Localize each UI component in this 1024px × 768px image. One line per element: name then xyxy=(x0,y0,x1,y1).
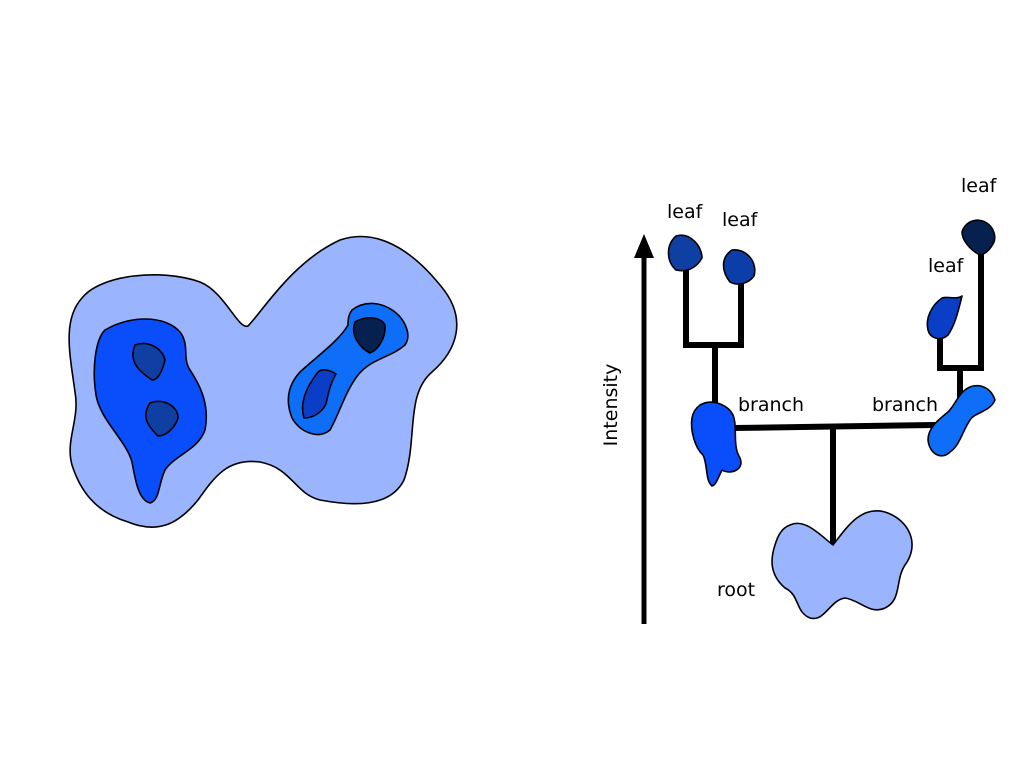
tree-lines xyxy=(683,247,984,548)
branch-bar xyxy=(731,421,936,432)
label-leaf-1: leaf xyxy=(667,201,704,223)
contour-leaf-left-b xyxy=(145,400,179,437)
node-leaf-4 xyxy=(961,219,996,256)
left-leaf-connector xyxy=(683,269,744,348)
label-branch-left: branch xyxy=(738,394,804,416)
label-leaf-3: leaf xyxy=(928,255,965,277)
contour-leaf-left-a xyxy=(132,342,166,381)
node-labels: root branch branch leaf leaf leaf leaf xyxy=(667,175,998,601)
contour-map xyxy=(68,235,458,528)
axis-label: Intensity xyxy=(600,364,622,447)
node-branch-right xyxy=(927,384,996,457)
node-leaf-1 xyxy=(667,234,703,272)
label-leaf-4: leaf xyxy=(961,175,998,197)
contour-leaf-right-top xyxy=(352,317,386,354)
node-leaf-3 xyxy=(926,295,963,340)
node-root xyxy=(771,509,913,620)
contour-leaf-right-small xyxy=(301,369,337,419)
intensity-axis: Intensity xyxy=(600,234,654,624)
label-branch-right: branch xyxy=(872,394,938,416)
right-leaf-connector xyxy=(937,247,984,371)
node-leaf-2 xyxy=(722,249,756,285)
tree-nodes xyxy=(667,219,996,620)
axis-arrowhead xyxy=(634,234,654,258)
label-root: root xyxy=(717,579,755,601)
label-leaf-2: leaf xyxy=(722,209,759,231)
node-branch-left xyxy=(690,401,742,487)
